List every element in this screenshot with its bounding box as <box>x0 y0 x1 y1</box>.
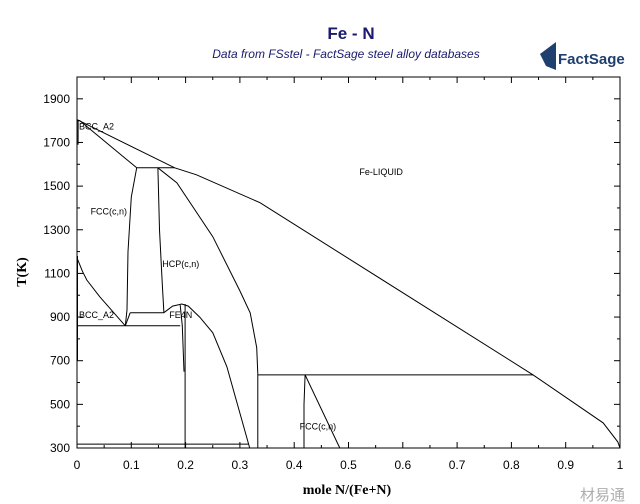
x-tick-labels: 0 0.1 0.2 0.3 0.4 0.5 0.6 0.7 0.8 0.9 1 <box>74 458 624 472</box>
x-tick-label: 1 <box>617 458 624 472</box>
x-axis-label: mole N/(Fe+N) <box>303 483 392 498</box>
x-tick-label: 0.9 <box>557 458 574 472</box>
y-axis-label: T(K) <box>15 257 30 287</box>
logo-mark <box>540 42 556 70</box>
phase-label: FCC(c,n) <box>91 206 128 216</box>
phase-boundary-fcc-left <box>124 167 138 326</box>
x-tick-label: 0.6 <box>394 458 411 472</box>
phase-boundary-bcc-fcc-lower <box>76 257 126 327</box>
x-tick-label: 0.1 <box>123 458 140 472</box>
phase-boundary-bcc-fcc-upper <box>79 120 138 169</box>
y-tick-label: 1100 <box>44 266 70 280</box>
phase-label: FCC(c,n) <box>300 421 337 431</box>
logo-text: FactSage <box>558 51 625 68</box>
phase-boundary-fcc2-right <box>304 374 341 449</box>
x-tick-label: 0.7 <box>449 458 466 472</box>
phase-boundary-hcp-right <box>157 167 259 374</box>
x-tick-label: 0 <box>74 458 81 472</box>
axis-ticks <box>76 76 621 449</box>
y-tick-label: 1500 <box>43 179 70 193</box>
phase-boundary-fcc-eutectoid-link <box>124 312 131 326</box>
y-tick-label: 300 <box>50 441 70 455</box>
y-tick-label: 1300 <box>43 223 70 237</box>
x-tick-label: 0.4 <box>286 458 303 472</box>
phase-boundary-fcc2-left <box>303 374 306 448</box>
y-tick-label: 700 <box>50 354 70 368</box>
phase-label: FE4N <box>169 310 192 320</box>
x-tick-label: 0.3 <box>232 458 249 472</box>
factsage-logo: FactSage <box>540 42 625 70</box>
y-tick-labels: 300 500 700 900 1100 1300 1500 1700 1900 <box>43 92 70 455</box>
y-tick-label: 1700 <box>43 135 70 149</box>
phase-labels: BCC_A2 FCC(c,n) HCP(c,n) Fe-LIQUID BCC_A2 FE4… <box>79 121 403 431</box>
phase-boundary-fe4n-dome <box>163 303 251 449</box>
chart-title: Fe - N <box>327 24 374 43</box>
phase-boundary-liquidus <box>76 119 621 449</box>
phase-label: BCC_A2 <box>79 121 114 131</box>
y-tick-label: 500 <box>50 397 70 411</box>
phase-label: Fe-LIQUID <box>359 167 403 177</box>
phase-label: BCC_A2 <box>79 310 114 320</box>
y-tick-label: 1900 <box>43 92 70 106</box>
watermark: 材易通 <box>580 486 625 504</box>
y-tick-label: 900 <box>50 310 70 324</box>
phase-boundary-fcc-right <box>157 167 165 313</box>
phase-boundaries <box>76 119 621 449</box>
phase-boundary-fe4n-left <box>179 305 185 372</box>
x-tick-label: 0.8 <box>503 458 520 472</box>
x-tick-label: 0.5 <box>340 458 357 472</box>
x-tick-label: 0.2 <box>177 458 194 472</box>
phase-label: HCP(c,n) <box>162 259 199 269</box>
chart-subtitle: Data from FSstel - FactSage steel alloy … <box>212 47 479 61</box>
plot-frame <box>76 76 621 449</box>
